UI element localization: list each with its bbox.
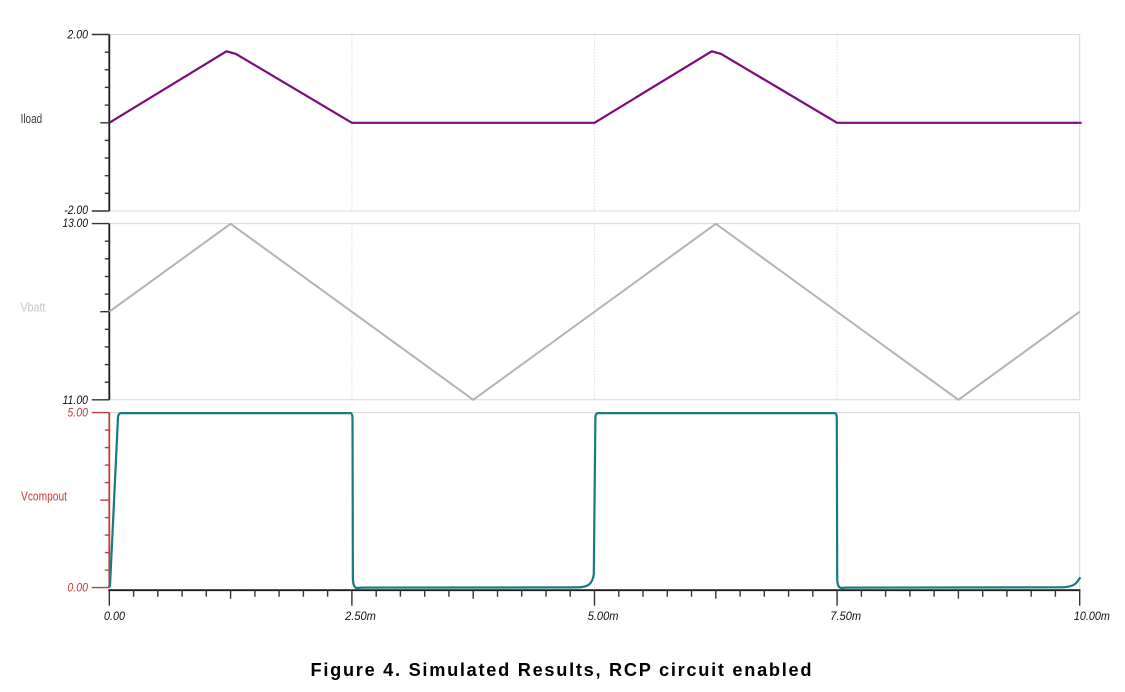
svg-text:5.00: 5.00 bbox=[67, 405, 88, 419]
svg-text:Figure 4. Simulated Results, R: Figure 4. Simulated Results, RCP circuit… bbox=[311, 660, 812, 680]
svg-text:10.00m: 10.00m bbox=[1074, 609, 1110, 623]
svg-text:0.00: 0.00 bbox=[104, 609, 125, 623]
svg-text:Vbatt: Vbatt bbox=[21, 301, 46, 315]
svg-text:11.00: 11.00 bbox=[63, 393, 89, 407]
svg-text:Vcompout: Vcompout bbox=[21, 489, 67, 503]
svg-text:2.50m: 2.50m bbox=[344, 609, 376, 623]
svg-text:2.00: 2.00 bbox=[67, 27, 89, 41]
svg-text:5.00m: 5.00m bbox=[588, 609, 619, 623]
svg-text:13.00: 13.00 bbox=[63, 216, 89, 230]
svg-text:-2.00: -2.00 bbox=[64, 203, 88, 217]
svg-text:7.50m: 7.50m bbox=[830, 609, 861, 623]
svg-text:Iload: Iload bbox=[21, 112, 43, 126]
svg-text:0.00: 0.00 bbox=[67, 580, 88, 594]
